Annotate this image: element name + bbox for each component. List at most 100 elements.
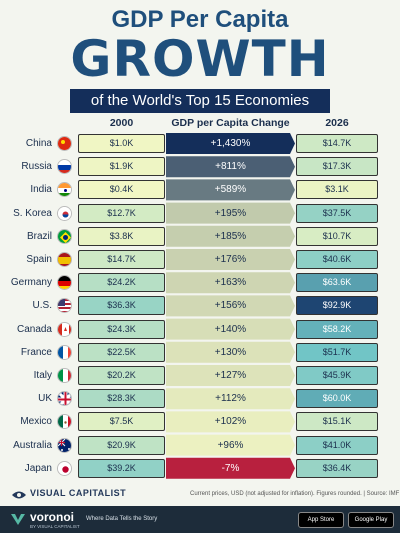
south-korea-flag-icon <box>57 205 72 221</box>
table-row: Russia $1.9K +811% $17.3K <box>0 156 400 177</box>
uk-flag-icon <box>57 391 72 407</box>
table-row: Germany $24.2K +163% $63.6K <box>0 272 400 293</box>
us-flag-icon <box>57 298 72 314</box>
country-label: Australia <box>13 439 52 451</box>
header-2026: 2026 <box>325 117 349 129</box>
google-play-label: Google Play <box>354 517 388 523</box>
brazil-flag-icon <box>57 228 72 244</box>
table-row: UK $28.3K +112% $60.0K <box>0 388 400 409</box>
table-row: Brazil $3.8K +185% $10.7K <box>0 226 400 247</box>
value-2000: $0.4K <box>78 180 165 200</box>
value-2026: $60.0K <box>296 389 378 409</box>
value-2026: $45.9K <box>296 366 378 385</box>
change-label: +127% <box>214 370 247 381</box>
india-flag-icon <box>57 182 72 198</box>
country-label: Japan <box>24 462 52 474</box>
change-label: -7% <box>221 462 240 474</box>
change-label: +96% <box>217 439 244 451</box>
table-row: Italy $20.2K +127% $45.9K <box>0 365 400 386</box>
value-2000: $12.7K <box>78 203 165 223</box>
country-label: Russia <box>21 161 52 173</box>
voronoi-logo-icon <box>11 514 25 525</box>
table-row: Japan $39.2K -7% $36.4K <box>0 458 400 479</box>
change-label: +163% <box>214 277 247 289</box>
value-2000: $1.9K <box>78 157 165 177</box>
value-2026: $40.6K <box>296 250 378 269</box>
value-2026: $92.9K <box>296 296 378 316</box>
value-2000: $20.2K <box>78 366 165 385</box>
france-flag-icon <box>57 344 72 360</box>
value-2026: $10.7K <box>296 226 378 246</box>
value-2026: $36.4K <box>296 458 378 478</box>
table-row: China $1.0K +1,430% $14.7K <box>0 133 400 154</box>
app-store-label: App Store <box>307 517 335 523</box>
app-store-button[interactable]: App Store <box>298 512 344 528</box>
value-2000: $3.8K <box>78 226 165 246</box>
value-2000: $20.9K <box>78 435 165 455</box>
country-label: UK <box>38 393 52 405</box>
country-label: Canada <box>16 323 52 335</box>
table-row: S. Korea $12.7K +195% $37.5K <box>0 203 400 224</box>
value-2026: $3.1K <box>296 180 378 200</box>
voronoi-subbrand: BY VISUAL CAPITALIST <box>30 524 80 529</box>
value-2000: $1.0K <box>78 134 165 153</box>
value-2000: $7.5K <box>78 412 165 432</box>
change-label: +589% <box>214 184 247 196</box>
value-2026: $17.3K <box>296 157 378 177</box>
change-label: +102% <box>214 416 247 428</box>
country-label: Brazil <box>26 230 52 242</box>
change-label: +1,430% <box>210 138 251 149</box>
italy-flag-icon <box>57 368 72 383</box>
change-label: +156% <box>214 300 247 312</box>
country-label: Spain <box>26 254 52 265</box>
table-row: Spain $14.7K +176% $40.6K <box>0 249 400 270</box>
country-label: Mexico <box>20 416 52 428</box>
table-row: France $22.5K +130% $51.7K <box>0 342 400 363</box>
title-line-1: GDP Per Capita <box>111 6 289 33</box>
table-row: Mexico $7.5K +102% $15.1K <box>0 411 400 432</box>
value-2026: $15.1K <box>296 412 378 432</box>
country-label: Germany <box>10 277 52 289</box>
visual-capitalist-logo-icon <box>12 491 26 499</box>
mexico-flag-icon <box>57 414 72 430</box>
value-2026: $63.6K <box>296 273 378 293</box>
japan-flag-icon <box>57 460 72 476</box>
country-label: Italy <box>33 370 52 381</box>
header-change: GDP per Capita Change <box>171 117 290 129</box>
germany-flag-icon <box>57 275 72 291</box>
google-play-button[interactable]: Google Play <box>348 512 394 528</box>
spain-flag-icon <box>57 252 72 267</box>
change-label: +195% <box>214 207 247 219</box>
canada-flag-icon <box>57 321 72 337</box>
header-2000: 2000 <box>109 117 134 129</box>
title-line-2: GROWTH <box>70 30 330 88</box>
change-label: +185% <box>214 230 247 242</box>
source-note: Current prices, USD (not adjusted for in… <box>190 491 400 497</box>
value-2026: $37.5K <box>296 203 378 223</box>
country-label: U.S. <box>32 300 52 312</box>
country-label: S. Korea <box>13 207 52 219</box>
value-2026: $58.2K <box>296 319 378 339</box>
change-label: +811% <box>215 161 246 173</box>
value-2000: $28.3K <box>78 389 165 409</box>
country-label: France <box>20 346 52 358</box>
value-2000: $24.3K <box>78 319 165 339</box>
value-2026: $51.7K <box>296 342 378 362</box>
table-row: Australia $20.9K +96% $41.0K <box>0 435 400 456</box>
table-row: Canada $24.3K +140% $58.2K <box>0 319 400 340</box>
table-row: India $0.4K +589% $3.1K <box>0 179 400 200</box>
value-2026: $14.7K <box>296 134 378 153</box>
australia-flag-icon <box>57 437 72 453</box>
country-label: China <box>25 138 52 149</box>
voronoi-brand: voronoi <box>30 510 74 524</box>
value-2000: $24.2K <box>78 273 165 293</box>
russia-flag-icon <box>57 159 72 175</box>
country-label: India <box>30 184 52 196</box>
table-row: U.S. $36.3K +156% $92.9K <box>0 295 400 316</box>
value-2026: $41.0K <box>296 435 378 455</box>
change-label: +176% <box>214 254 247 265</box>
value-2000: $22.5K <box>78 342 165 362</box>
subtitle-banner: of the World's Top 15 Economies <box>70 89 330 113</box>
change-label: +140% <box>214 323 247 335</box>
visual-capitalist-brand: VISUAL CAPITALIST <box>30 488 127 498</box>
